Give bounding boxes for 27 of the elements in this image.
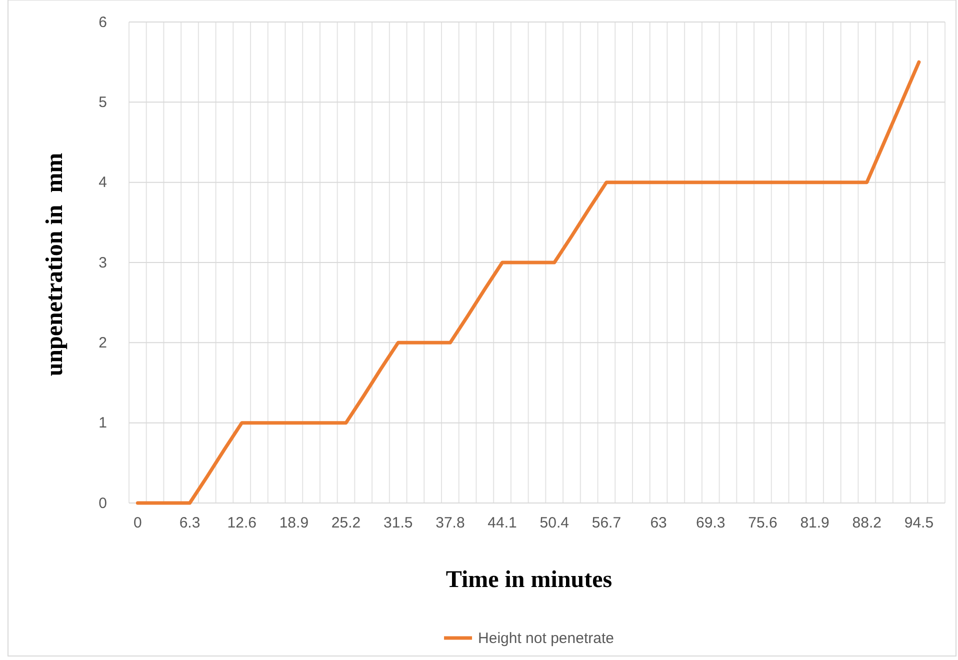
x-tick-label: 69.3 (696, 514, 726, 532)
x-tick-label: 50.4 (540, 514, 569, 532)
y-tick-label: 4 (98, 174, 107, 192)
line-series (136, 60, 921, 505)
y-tick-label: 6 (98, 14, 107, 31)
y-axis-title: unpenetration in mm (42, 152, 68, 376)
x-tick-label: 25.2 (331, 514, 361, 532)
x-tick-label: 12.6 (227, 514, 256, 532)
y-tick-label: 2 (98, 334, 107, 352)
y-tick-label: 5 (98, 94, 107, 111)
x-axis-title: Time in minutes (446, 567, 612, 593)
x-tick-label: 37.8 (436, 514, 465, 532)
y-tick-label: 0 (98, 494, 107, 512)
x-tick-label: 44.1 (488, 514, 517, 532)
x-tick-label: 56.7 (592, 514, 622, 532)
x-tick-label: 0 (134, 514, 142, 532)
y-tick-label: 3 (98, 254, 107, 272)
x-tick-label: 81.9 (800, 514, 830, 532)
x-tick-label: 88.2 (852, 514, 882, 532)
x-tick-label: 18.9 (279, 514, 309, 532)
x-tick-label: 31.5 (384, 514, 413, 532)
legend-label: Height not penetrate (478, 630, 614, 647)
x-tick-label: 94.5 (904, 514, 934, 532)
y-tick-label: 1 (98, 414, 107, 432)
x-tick-label: 63 (650, 514, 667, 532)
x-tick-label: 6.3 (179, 514, 200, 532)
x-tick-label: 75.6 (748, 514, 778, 532)
